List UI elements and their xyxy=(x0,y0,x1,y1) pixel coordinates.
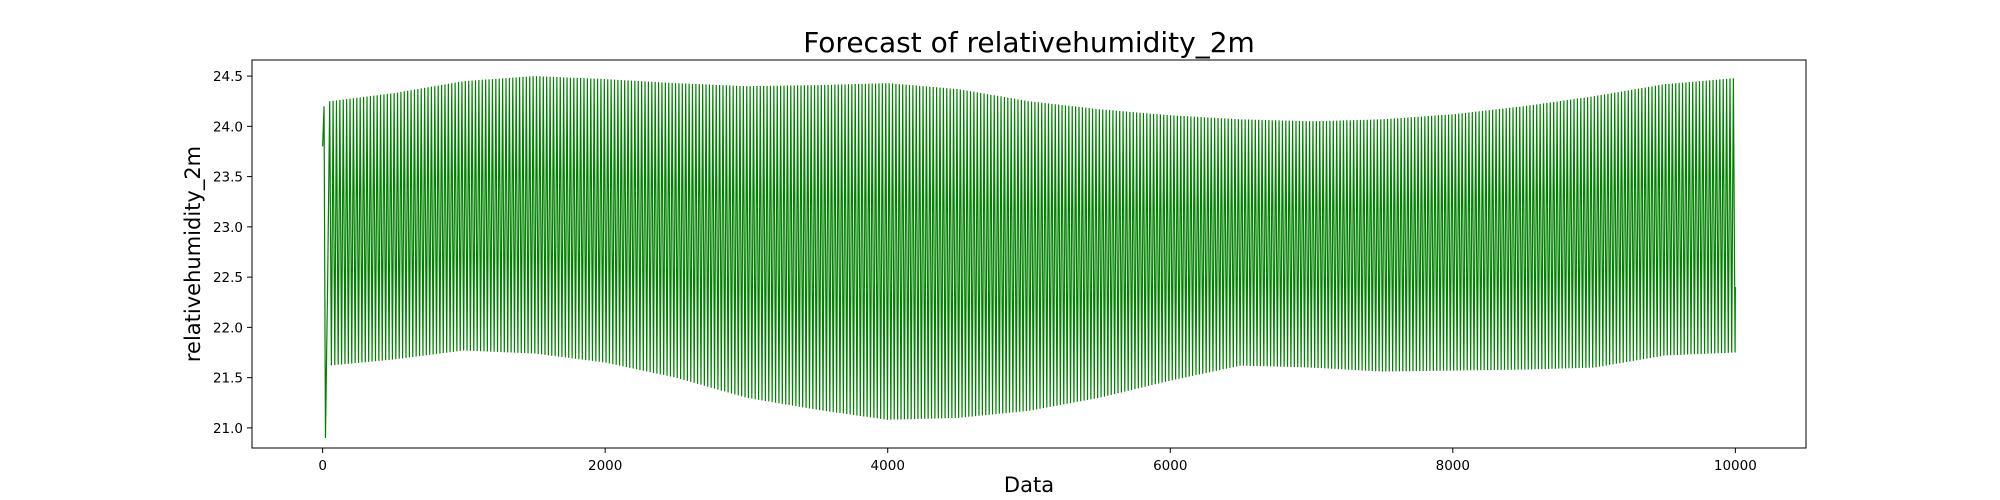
y-tick-label: 24.5 xyxy=(213,69,243,85)
x-axis-ticks: 0 2000 4000 6000 8000 10000 xyxy=(318,448,1757,474)
x-tick-label: 4000 xyxy=(871,458,905,474)
y-tick-label: 21.0 xyxy=(213,421,243,437)
y-tick-label: 23.5 xyxy=(213,170,243,186)
x-tick-label: 0 xyxy=(318,458,327,474)
x-tick-label: 6000 xyxy=(1153,458,1187,474)
y-tick-label: 24.0 xyxy=(213,119,243,135)
x-axis-label: Data xyxy=(1004,473,1054,497)
x-tick-label: 10000 xyxy=(1714,458,1757,474)
y-tick-label: 23.0 xyxy=(213,220,243,236)
x-tick-label: 8000 xyxy=(1436,458,1470,474)
y-axis-label: relativehumidity_2m xyxy=(181,146,206,362)
x-tick-label: 2000 xyxy=(588,458,622,474)
plot-frame xyxy=(251,59,1807,449)
y-tick-label: 21.5 xyxy=(213,371,243,387)
y-tick-label: 22.0 xyxy=(213,320,243,336)
chart-title: Forecast of relativehumidity_2m xyxy=(803,26,1255,59)
y-tick-label: 22.5 xyxy=(213,270,243,286)
series-line xyxy=(322,76,1736,438)
y-axis-ticks: 21.0 21.5 22.0 22.5 23.0 23.5 24.0 24.5 xyxy=(213,69,252,437)
plot-area xyxy=(322,76,1736,438)
